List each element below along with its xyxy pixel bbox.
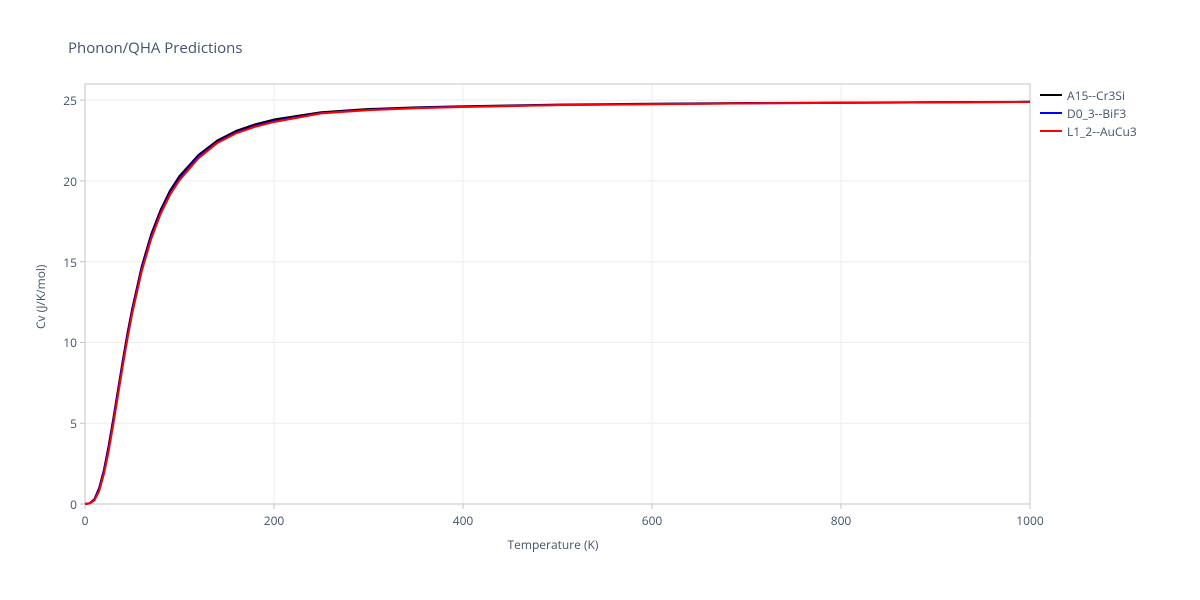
legend-item[interactable]: D0_3--BiF3: [1040, 104, 1137, 122]
y-tick-label: 0: [70, 496, 77, 513]
chart-legend: A15--Cr3SiD0_3--BiF3L1_2--AuCu3: [1040, 86, 1137, 140]
x-tick-label: 200: [259, 512, 289, 529]
y-tick-label: 5: [70, 415, 77, 432]
y-tick-label: 25: [63, 92, 77, 109]
x-tick-label: 0: [70, 512, 100, 529]
x-tick-label: 600: [637, 512, 667, 529]
legend-label: A15--Cr3Si: [1067, 87, 1125, 104]
y-tick-label: 15: [63, 254, 77, 271]
legend-label: L1_2--AuCu3: [1067, 123, 1137, 140]
y-axis-label: Cv (J/K/mol): [32, 265, 49, 329]
x-tick-label: 1000: [1015, 512, 1045, 529]
y-tick-label: 20: [63, 173, 77, 190]
chart-canvas: [0, 0, 1200, 600]
x-tick-label: 400: [448, 512, 478, 529]
legend-item[interactable]: A15--Cr3Si: [1040, 86, 1137, 104]
series-line: [85, 102, 1030, 504]
series-line: [85, 102, 1030, 504]
legend-label: D0_3--BiF3: [1067, 105, 1126, 122]
legend-swatch: [1040, 94, 1062, 96]
legend-swatch: [1040, 112, 1062, 114]
x-axis-label: Temperature (K): [508, 536, 599, 553]
y-tick-label: 10: [63, 334, 77, 351]
legend-item[interactable]: L1_2--AuCu3: [1040, 122, 1137, 140]
legend-swatch: [1040, 130, 1062, 132]
series-line: [85, 102, 1030, 504]
x-tick-label: 800: [826, 512, 856, 529]
